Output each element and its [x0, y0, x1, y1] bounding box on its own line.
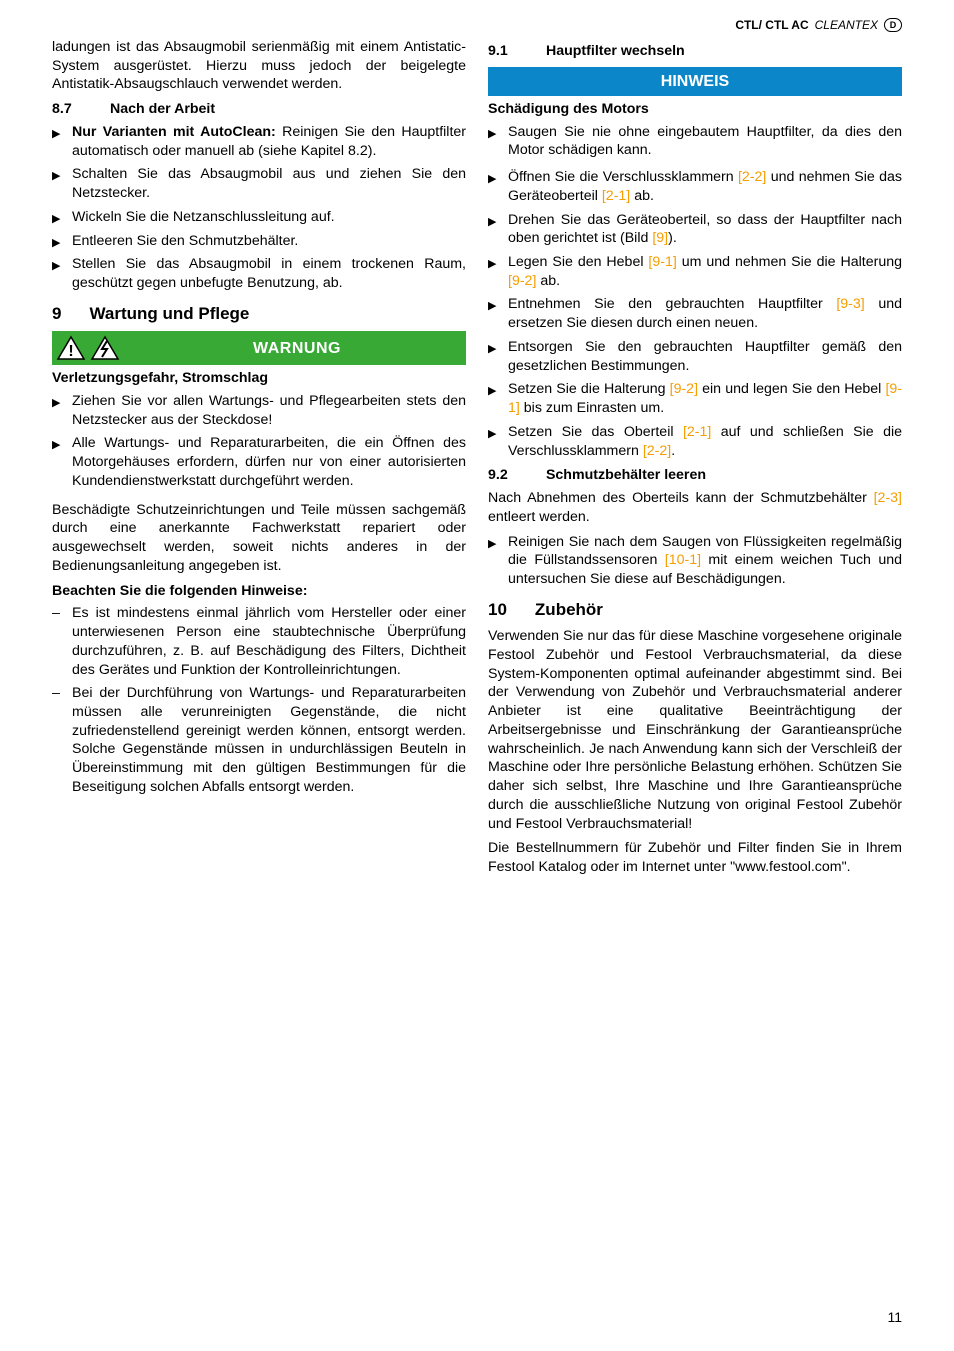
section-num: 8.7 — [52, 100, 106, 119]
section-9-2-title: 9.2 Schmutzbehälter leeren — [488, 466, 902, 485]
paragraph: Die Bestellnummern für Zubehör und Filte… — [488, 839, 902, 876]
section-label: Wartung und Pflege — [89, 303, 249, 325]
bullet-icon — [52, 232, 64, 251]
section-label: Zubehör — [535, 599, 603, 621]
warning-box: ! WARNUNG Verletzungsgefahr, Stromschlag… — [52, 331, 466, 490]
ref-link: [2-2] — [738, 169, 766, 185]
ref-link: [2-1] — [602, 188, 630, 204]
ref-link: [2-1] — [683, 424, 711, 440]
bullet-icon — [488, 295, 500, 332]
list-item: Stellen Sie das Absaugmobil in einem tro… — [72, 255, 466, 292]
shock-triangle-icon — [90, 335, 120, 361]
page-number: 11 — [887, 1309, 902, 1325]
list-item: Entsorgen Sie den gebrauchten Hauptfilte… — [508, 338, 902, 375]
hinweis-label: HINWEIS — [661, 71, 729, 92]
warning-header: ! WARNUNG — [52, 331, 466, 365]
warning-label: WARNUNG — [128, 338, 466, 359]
left-column: ladungen ist das Absaugmobil serienmäßig… — [52, 38, 466, 883]
warning-icons: ! — [52, 335, 120, 361]
list-item: Alle Wartungs- und Reparaturarbeiten, di… — [72, 434, 466, 490]
section-9-2-list: Reinigen Sie nach dem Saugen von Flüssig… — [488, 533, 902, 589]
section-num: 10 — [488, 599, 507, 621]
ref-link: [10-1] — [665, 552, 701, 568]
section-label: Nach der Arbeit — [110, 101, 215, 117]
hinweis-list: Saugen Sie nie ohne eingebautem Hauptfil… — [488, 123, 902, 160]
bullet-icon — [488, 123, 500, 160]
bullet-icon — [488, 338, 500, 375]
bullet-icon — [488, 168, 500, 205]
section-8-7-title: 8.7 Nach der Arbeit — [52, 100, 466, 119]
warning-list: Ziehen Sie vor allen Wartungs- und Pfleg… — [52, 392, 466, 491]
page-header: CTL/ CTL AC CLEANTEX D — [735, 18, 902, 32]
bullet-icon — [488, 533, 500, 589]
svg-text:!: ! — [68, 343, 73, 360]
list-item: Reinigen Sie nach dem Saugen von Flüssig… — [508, 533, 902, 589]
dash-icon — [52, 684, 64, 796]
section-num: 9.2 — [488, 466, 542, 485]
ref-link: [2-2] — [643, 443, 671, 459]
ref-link: [9-2] — [670, 381, 698, 397]
paragraph: Verwenden Sie nur das für diese Maschine… — [488, 627, 902, 833]
content-columns: ladungen ist das Absaugmobil serienmäßig… — [52, 38, 902, 883]
section-10-heading: 10 Zubehör — [488, 599, 902, 621]
list-item: Wickeln Sie die Netzanschlussleitung auf… — [72, 208, 466, 227]
list-item: Ziehen Sie vor allen Wartungs- und Pfleg… — [72, 392, 466, 429]
list-item: Entnehmen Sie den gebrauchten Hauptfilte… — [508, 295, 902, 332]
bullet-icon — [52, 392, 64, 429]
section-9-1-title: 9.1 Hauptfilter wechseln — [488, 42, 902, 61]
note-list: Es ist mindestens einmal jährlich vom He… — [52, 604, 466, 796]
paragraph: Beschädigte Schutzeinrichtungen und Teil… — [52, 501, 466, 576]
list-item: Öffnen Sie die Verschlussklammern [2-2] … — [508, 168, 902, 205]
list-item: Schalten Sie das Absaugmobil aus und zie… — [72, 165, 466, 202]
bullet-icon — [52, 208, 64, 227]
ref-link: [9] — [652, 230, 668, 246]
list-item: Entleeren Sie den Schmutzbehälter. — [72, 232, 466, 251]
bullet-icon — [52, 255, 64, 292]
dash-icon — [52, 604, 64, 679]
bullet-icon — [52, 165, 64, 202]
bullet-icon — [488, 253, 500, 290]
header-model-italic: CLEANTEX — [815, 18, 878, 32]
right-column: 9.1 Hauptfilter wechseln HINWEIS Schädig… — [488, 38, 902, 883]
list-item: Drehen Sie das Geräteoberteil, so dass d… — [508, 211, 902, 248]
list-item: Legen Sie den Hebel [9-1] um und nehmen … — [508, 253, 902, 290]
list-item: Bei der Durchführung von Wartungs- und R… — [72, 684, 466, 796]
paragraph: Nach Abnehmen des Oberteils kann der Sch… — [488, 489, 902, 526]
ref-link: [9-2] — [508, 273, 536, 289]
section-label: Hauptfilter wechseln — [546, 43, 685, 59]
list-item: Es ist mindestens einmal jährlich vom He… — [72, 604, 466, 679]
list-item: Saugen Sie nie ohne eingebautem Hauptfil… — [508, 123, 902, 160]
ref-link: [9-3] — [836, 296, 864, 312]
list-item: Setzen Sie das Oberteil [2-1] auf und sc… — [508, 423, 902, 460]
hinweis-header: HINWEIS — [488, 67, 902, 96]
bullet-icon — [488, 423, 500, 460]
ref-link: [9-1] — [648, 254, 676, 270]
bullet-icon — [52, 123, 64, 160]
bullet-icon — [488, 380, 500, 417]
bullet-icon — [488, 211, 500, 248]
header-model-bold: CTL/ CTL AC — [735, 18, 808, 32]
list-item: Nur Varianten mit AutoClean: Reinigen Si… — [72, 123, 466, 160]
warning-triangle-icon: ! — [56, 335, 86, 361]
intro-paragraph: ladungen ist das Absaugmobil serienmäßig… — [52, 38, 466, 94]
bullet-icon — [52, 434, 64, 490]
section-num: 9 — [52, 303, 61, 325]
note-heading: Beachten Sie die folgenden Hinweise: — [52, 582, 466, 601]
hinweis-box: HINWEIS Schädigung des Motors Saugen Sie… — [488, 67, 902, 160]
ref-link: [2-3] — [874, 490, 902, 506]
list-item: Setzen Sie die Halterung [9-2] ein und l… — [508, 380, 902, 417]
steps-list: Öffnen Sie die Verschlussklammern [2-2] … — [488, 168, 902, 460]
hinweis-subtitle: Schädigung des Motors — [488, 100, 902, 119]
lang-badge: D — [884, 18, 902, 32]
warning-subtitle: Verletzungsgefahr, Stromschlag — [52, 369, 466, 388]
section-num: 9.1 — [488, 42, 542, 61]
section-8-7-list: Nur Varianten mit AutoClean: Reinigen Si… — [52, 123, 466, 293]
section-9-heading: 9 Wartung und Pflege — [52, 303, 466, 325]
section-label: Schmutzbehälter leeren — [546, 467, 706, 483]
